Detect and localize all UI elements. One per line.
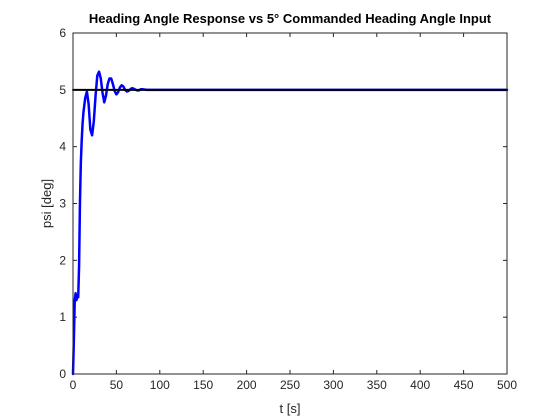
series-layer: [71, 70, 509, 376]
plot-area: [73, 33, 507, 374]
x-tick-label: 350: [367, 378, 387, 392]
plot-border: [72, 32, 508, 375]
chart-title: Heading Angle Response vs 5° Commanded H…: [89, 11, 492, 26]
y-tick-label: 4: [59, 140, 66, 154]
x-axis-label: t [s]: [280, 401, 301, 416]
x-tick-label: 150: [193, 378, 213, 392]
y-tick-label: 0: [59, 367, 66, 381]
x-tick-label: 100: [150, 378, 170, 392]
x-tick-label: 500: [497, 378, 517, 392]
x-tick-label: 300: [323, 378, 343, 392]
y-tick-label: 6: [59, 26, 66, 40]
ticks-layer: 0 50 100 150 200 250 300 350 400 450 500 0 1 2 3 4 5 6: [59, 26, 517, 392]
x-tick-label: 250: [280, 378, 300, 392]
y-tick-label: 2: [59, 253, 66, 267]
y-tick-label: 1: [59, 310, 66, 324]
x-tick-label: 0: [70, 378, 77, 392]
y-axis-label: psi [deg]: [39, 179, 54, 228]
y-tick-label: 5: [59, 83, 66, 97]
x-tick-label: 450: [454, 378, 474, 392]
x-tick-label: 50: [110, 378, 124, 392]
x-tick-label: 400: [410, 378, 430, 392]
x-tick-label: 200: [237, 378, 257, 392]
y-tick-label: 3: [59, 197, 66, 211]
